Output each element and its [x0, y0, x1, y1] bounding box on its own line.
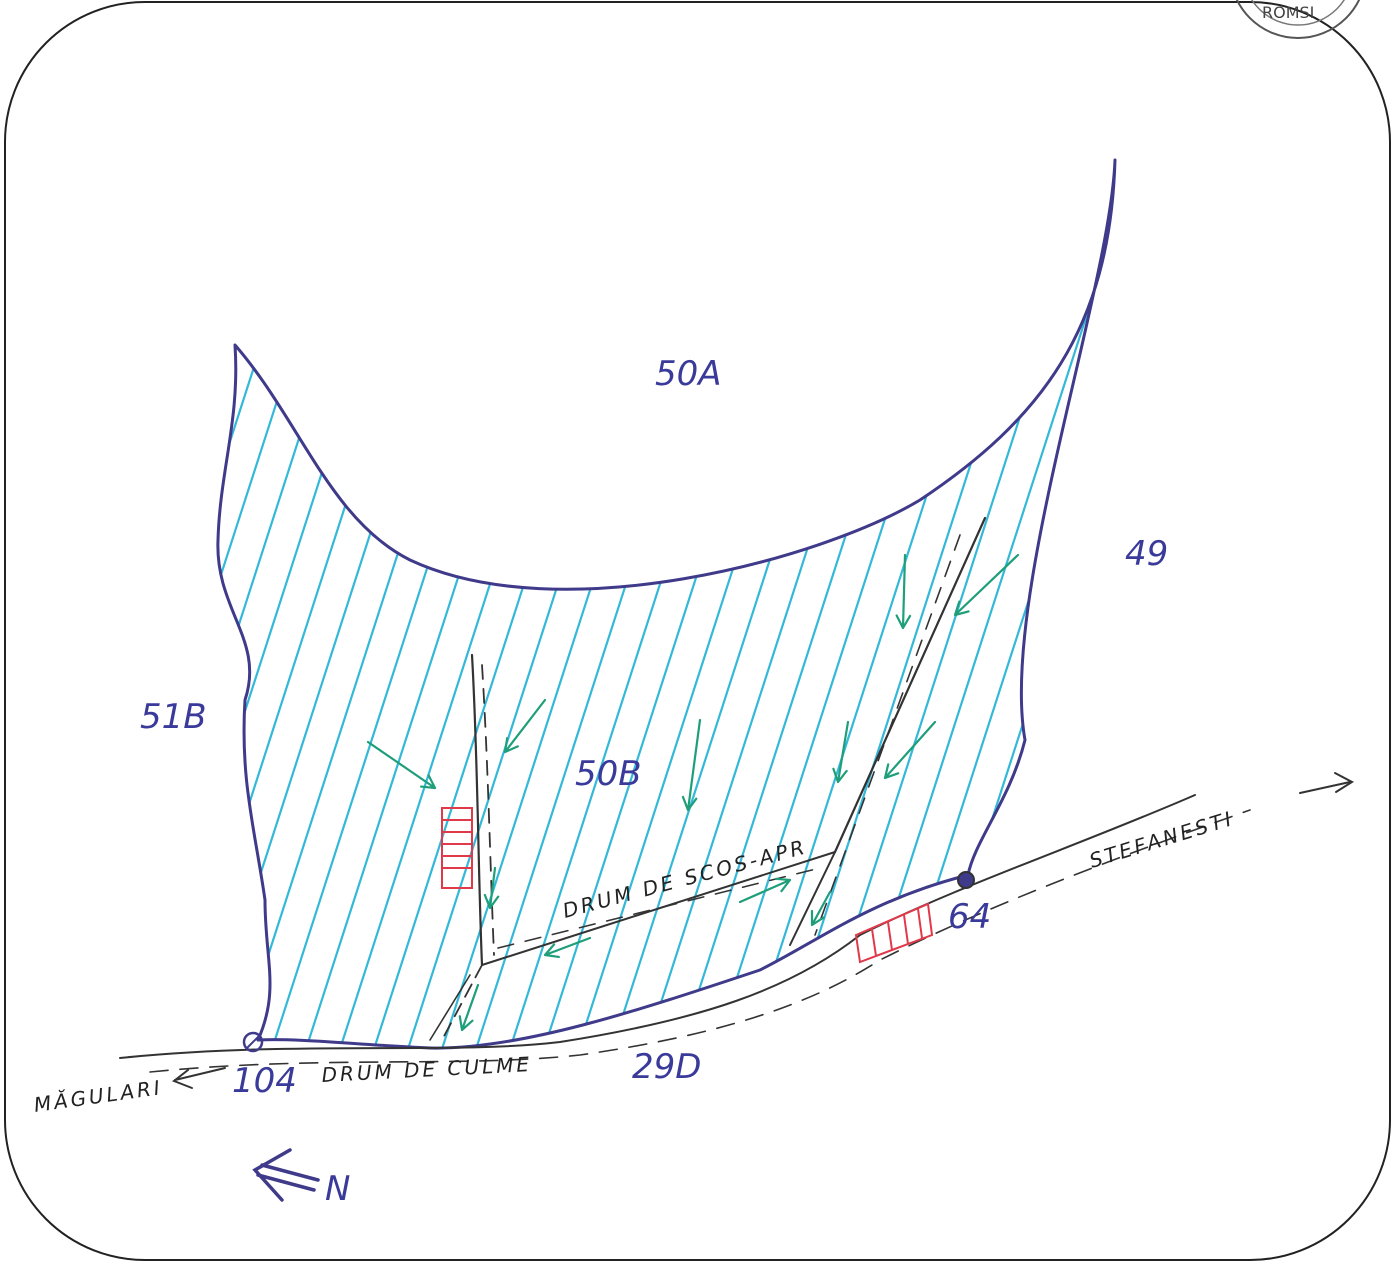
- flow-arrow-icon: [883, 720, 937, 780]
- flow-arrow-icon: [953, 553, 1020, 617]
- flow-arrow-icon: [503, 698, 547, 754]
- flow-arrow-icon: [366, 740, 437, 790]
- hatch-line: [498, 160, 802, 1049]
- hatch-line: [294, 160, 598, 1049]
- marker-label-64: 64: [948, 897, 991, 937]
- hatch-line: [217, 160, 360, 1049]
- hatch-line: [940, 160, 1116, 1049]
- west-destination-label: MĂGULARI: [32, 1075, 164, 1117]
- hatch-line: [736, 160, 1040, 1049]
- hatch-line: [566, 160, 870, 1049]
- hatch-line: [1042, 160, 1116, 1049]
- boundary-markers: [242, 871, 975, 1053]
- east-destination-label: STEFANESTI: [1086, 806, 1236, 873]
- stamp-text: ROMSI: [1262, 3, 1314, 22]
- flow-arrow-icon: [832, 720, 850, 784]
- marker-label-104: 104: [232, 1061, 297, 1101]
- hatch-line: [668, 160, 972, 1049]
- hatch-line: [260, 160, 564, 1049]
- parcel-label-50b: 50B: [575, 754, 642, 794]
- ridge-road-label: DRUM DE CULME: [321, 1052, 533, 1087]
- parcel-label-29d: 29D: [632, 1047, 701, 1087]
- hatch-line: [532, 160, 836, 1049]
- ridge-road: [119, 794, 1251, 1073]
- flow-arrows: [366, 553, 1020, 1032]
- north-label: N: [325, 1169, 350, 1209]
- hatch-line: [1180, 150, 1399, 1080]
- flow-arrow-icon: [458, 983, 480, 1032]
- hatch-line: [1076, 160, 1116, 1049]
- parcel-label-51b: 51B: [140, 697, 207, 737]
- marker-104-icon: [242, 1031, 264, 1053]
- parcel-boundary: [216, 158, 1117, 1050]
- flow-arrow-icon: [483, 866, 500, 910]
- deposit-west: [441, 807, 473, 889]
- hatch-line: [217, 160, 496, 1049]
- hatch-line: [1110, 160, 1116, 1049]
- hatch-line: [226, 160, 530, 1049]
- hatch-line: [396, 160, 700, 1049]
- hatch-line: [217, 160, 394, 1049]
- road-direction-arrows: [172, 772, 1355, 1089]
- north-arrow-icon: [252, 1148, 320, 1202]
- flow-arrow-icon: [738, 877, 792, 904]
- deposit-east: [854, 902, 934, 964]
- hatch-line: [906, 160, 1116, 1049]
- flow-arrow-icon: [543, 936, 592, 959]
- hatch-line: [217, 160, 462, 1049]
- flow-arrow-icon: [681, 718, 702, 812]
- flow-arrow-icon: [810, 890, 832, 927]
- parcel-hatching: [217, 150, 1399, 1080]
- skid-roads: [429, 516, 987, 1041]
- parcel-label-49: 49: [1125, 534, 1168, 574]
- hatch-line: [974, 160, 1116, 1049]
- skid-road-label: DRUM DE SCOS-APR: [560, 834, 810, 922]
- stamp: ROMSI: [1235, 0, 1361, 39]
- hatch-line: [362, 160, 666, 1049]
- hatch-line: [217, 160, 292, 1049]
- parcel-label-50a: 50A: [655, 354, 722, 394]
- hatch-line: [217, 160, 326, 1049]
- hatch-line: [1146, 150, 1399, 1080]
- hatch-line: [217, 160, 428, 1049]
- flow-arrow-icon: [895, 553, 912, 630]
- hatch-line: [464, 160, 768, 1049]
- marker-64-icon: [957, 871, 975, 889]
- hatch-line: [1008, 160, 1116, 1049]
- map-frame: [4, 1, 1391, 1261]
